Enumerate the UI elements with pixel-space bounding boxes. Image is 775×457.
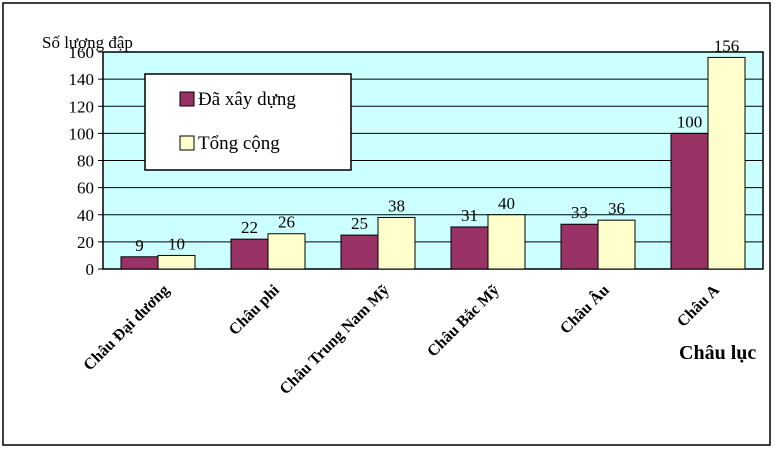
- y-tick-label: 140: [69, 70, 95, 89]
- data-label: 26: [278, 213, 295, 232]
- data-label: 40: [498, 194, 515, 213]
- bar-total: [597, 219, 636, 270]
- bar-total: [157, 254, 196, 270]
- data-label: 9: [135, 236, 144, 255]
- bar-total: [267, 233, 306, 270]
- legend-swatch: [179, 91, 195, 107]
- bar-total: [707, 56, 746, 270]
- y-tick-label: 60: [77, 179, 94, 198]
- bar-built: [670, 132, 709, 270]
- y-tick-label: 80: [77, 152, 94, 171]
- bar-built: [560, 223, 599, 270]
- y-tick-label: 100: [69, 124, 95, 143]
- data-label: 22: [241, 218, 258, 237]
- x-axis-title: Châu lục: [679, 342, 756, 364]
- data-label: 31: [461, 206, 478, 225]
- bar-built: [120, 256, 159, 270]
- legend-label: Đã xây dựng: [198, 89, 296, 110]
- data-label: 36: [608, 199, 625, 218]
- legend-box: [144, 73, 352, 171]
- bar-built: [340, 234, 379, 270]
- y-tick-label: 0: [86, 260, 95, 279]
- data-label: 10: [168, 234, 185, 253]
- legend-swatch: [179, 135, 195, 151]
- bar-total: [487, 214, 526, 270]
- data-label: 156: [714, 36, 740, 55]
- legend-label: Tổng cộng: [198, 133, 280, 154]
- data-label: 25: [351, 214, 368, 233]
- legend: Đã xây dựng Tổng cộng: [144, 73, 352, 171]
- y-tick-label: 40: [77, 206, 94, 225]
- data-label: 100: [677, 112, 703, 131]
- bar-built: [450, 226, 489, 270]
- y-tick-label: 160: [69, 43, 95, 62]
- bar-built: [230, 238, 269, 270]
- data-label: 38: [388, 196, 405, 215]
- y-tick-label: 20: [77, 233, 94, 252]
- bar-total: [377, 216, 416, 270]
- y-tick-label: 120: [69, 97, 95, 116]
- plot-border: [102, 51, 764, 270]
- data-label: 33: [571, 203, 588, 222]
- y-axis-title: Số lượng đập: [42, 33, 133, 52]
